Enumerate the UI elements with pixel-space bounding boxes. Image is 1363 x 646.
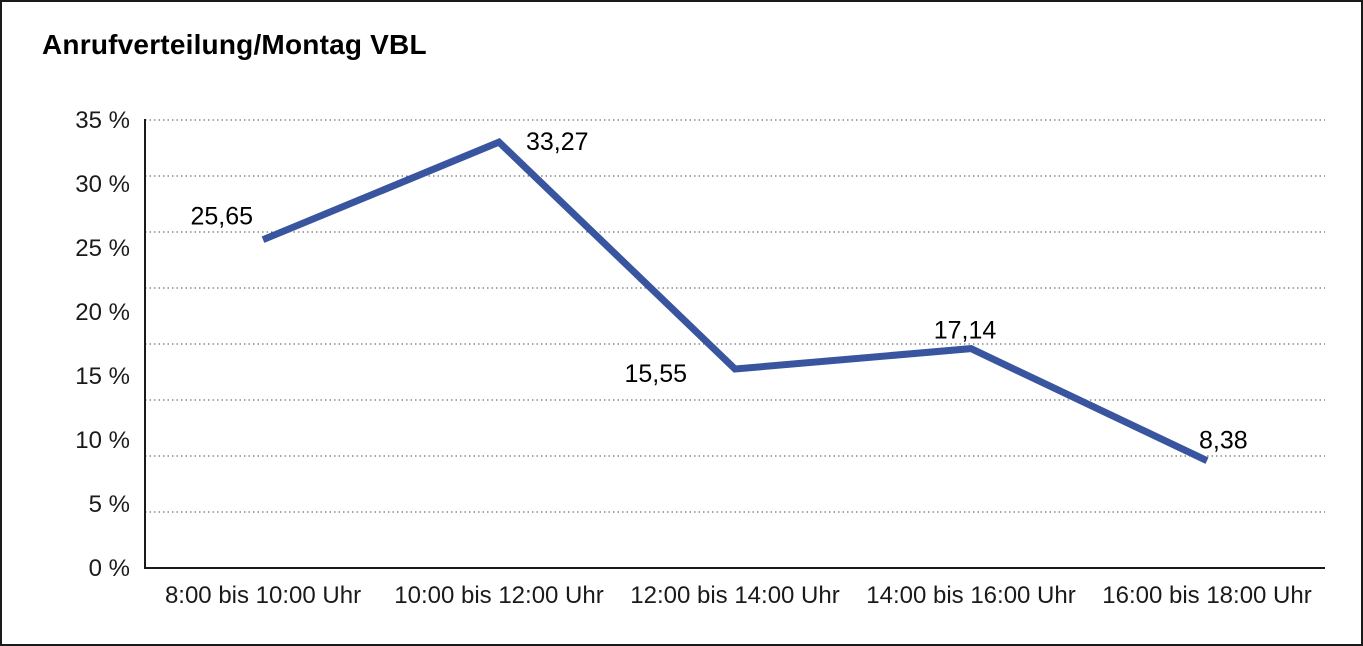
data-point-label: 25,65 — [190, 203, 253, 231]
y-tick-label: 0 % — [89, 555, 130, 582]
y-tick-label: 10 % — [75, 427, 130, 454]
y-tick-label: 35 % — [75, 107, 130, 134]
y-tick-label: 5 % — [89, 491, 130, 518]
x-tick-label: 10:00 bis 12:00 Uhr — [394, 582, 603, 609]
x-tick-label: 14:00 bis 16:00 Uhr — [866, 582, 1075, 609]
x-tick-label: 8:00 bis 10:00 Uhr — [165, 582, 361, 609]
chart-title: Anrufverteilung/Montag VBL — [42, 29, 427, 60]
data-point-label: 15,55 — [624, 360, 687, 388]
y-tick-label: 30 % — [75, 171, 130, 198]
data-line — [261, 137, 1209, 464]
y-tick-label: 25 % — [75, 235, 130, 262]
data-point-label: 8,38 — [1199, 427, 1248, 455]
y-tick-label: 20 % — [75, 299, 130, 326]
x-tick-label: 16:00 bis 18:00 Uhr — [1102, 582, 1311, 609]
y-tick-label: 15 % — [75, 363, 130, 390]
data-point-label: 33,27 — [526, 128, 589, 156]
data-point-label: 17,14 — [934, 317, 997, 345]
x-tick-label: 12:00 bis 14:00 Uhr — [630, 582, 839, 609]
